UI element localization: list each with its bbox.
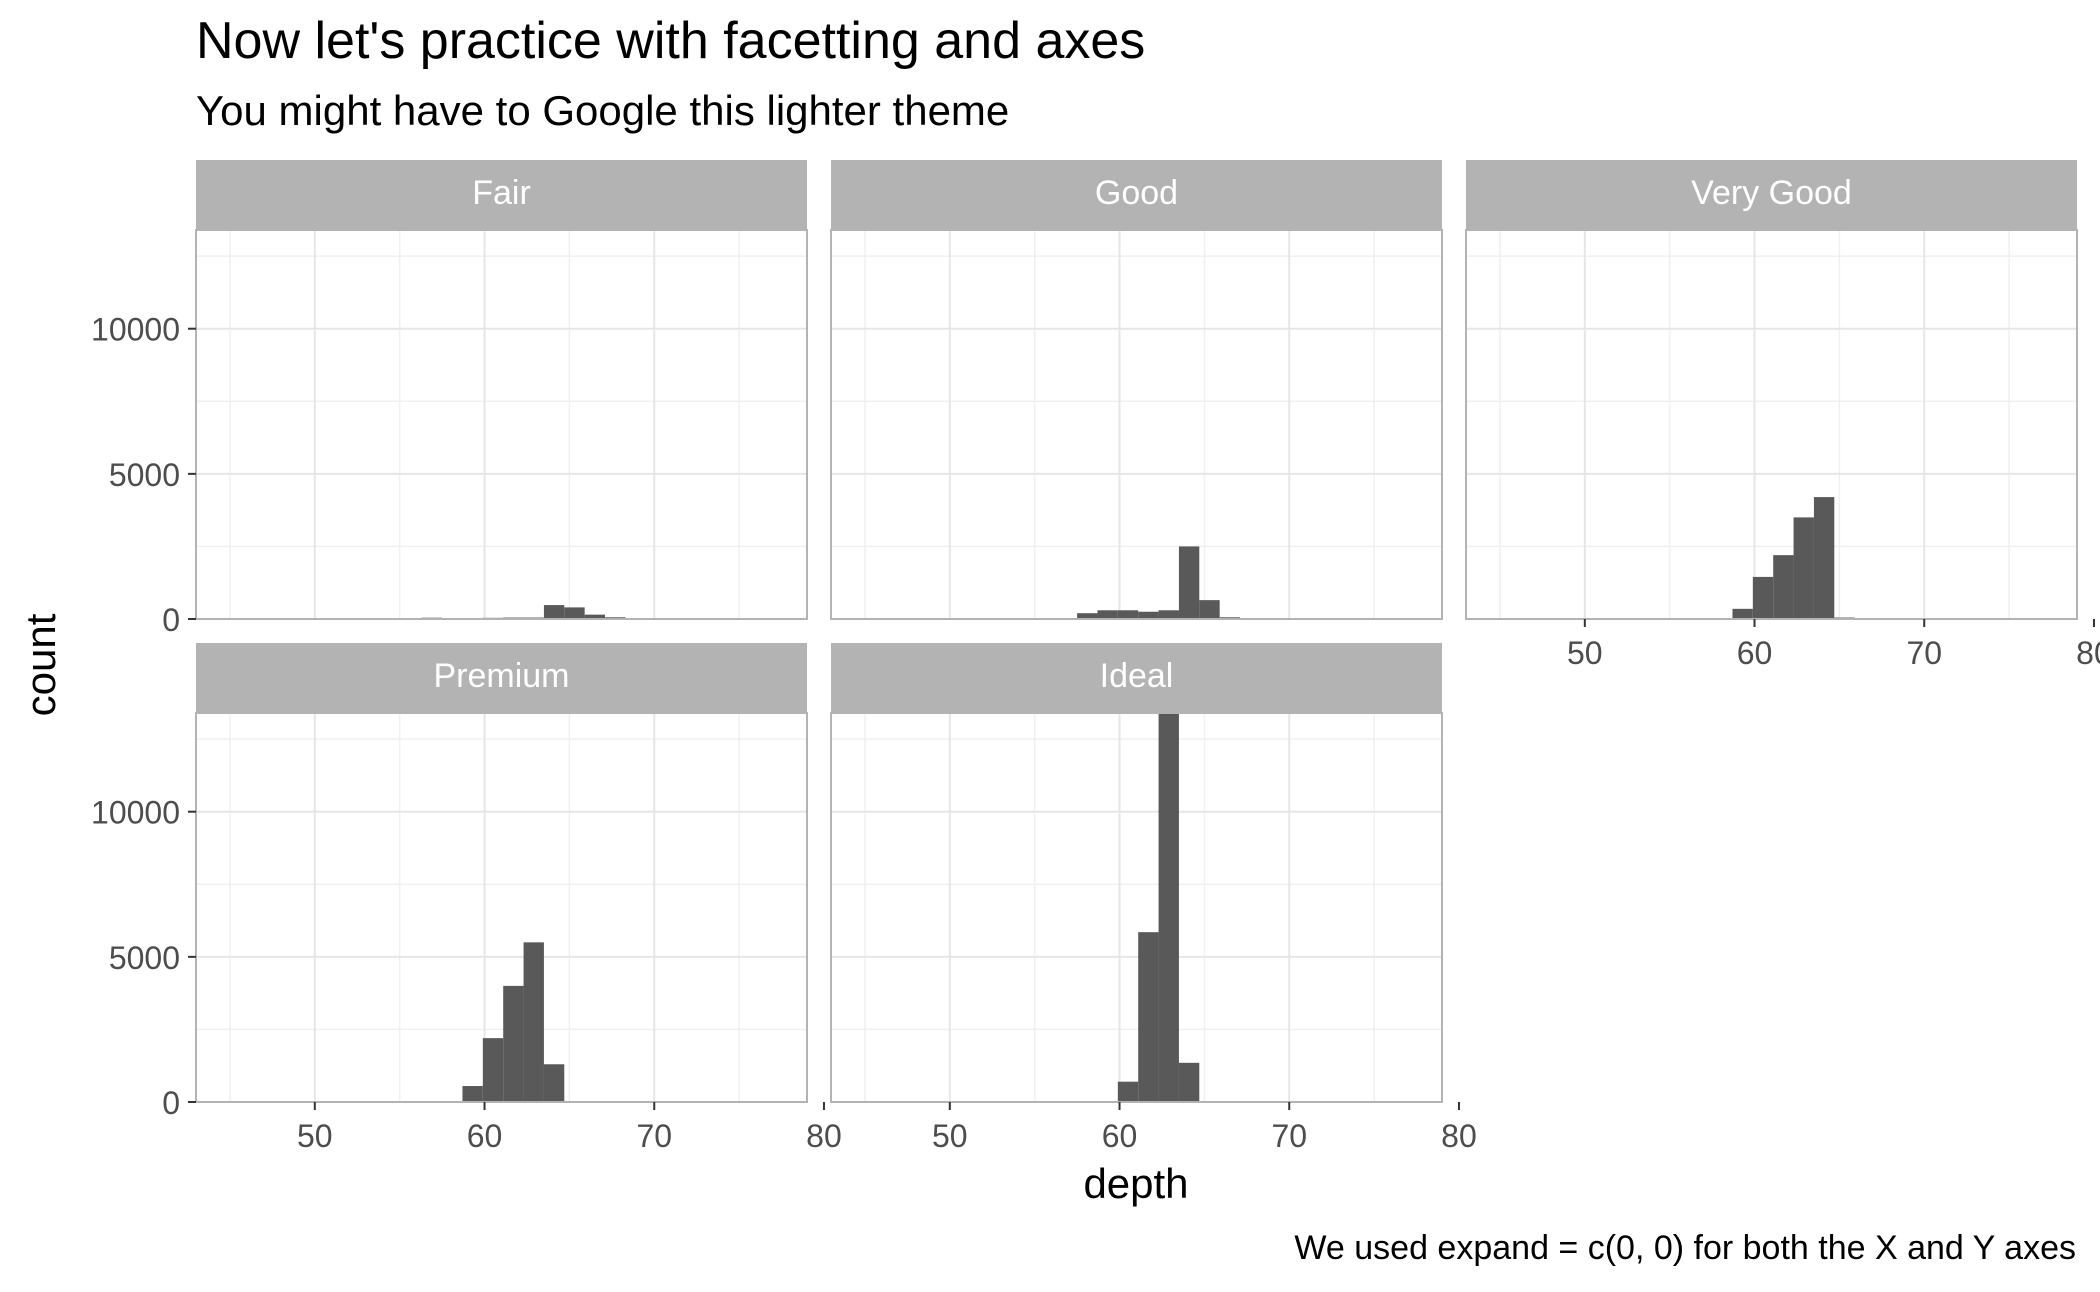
panel-border [830,712,1443,1103]
x-tick-label: 70 [1271,1118,1307,1154]
facet-strip [196,160,807,230]
chart-subtitle: You might have to Google this lighter th… [196,87,1009,134]
y-tick-label: 5000 [109,457,180,493]
histogram-bar [1813,497,1835,619]
x-tick-label: 60 [1102,1118,1138,1154]
x-tick-label: 50 [932,1118,968,1154]
facet-strip-label: Ideal [1100,657,1174,695]
histogram-bar [1097,610,1118,619]
histogram-bar [584,614,606,619]
y-tick-label: 0 [162,602,180,638]
x-tick-label: 50 [1567,635,1603,671]
histogram-bar [1793,517,1814,619]
facet-strip-label: Good [1095,174,1178,212]
histogram-bar [503,985,524,1102]
facet-strip-label: Fair [472,174,531,212]
histogram-bar [523,942,544,1102]
histogram-bar [482,1038,504,1102]
histogram-bar [564,607,585,619]
facet-strip [831,160,1442,230]
x-axis-title: depth [1083,1160,1188,1207]
histogram-bar [1732,608,1753,619]
panel-border [195,712,808,1103]
y-tick-label: 10000 [91,312,180,348]
facet-strip [1466,160,2077,230]
x-tick-label: 80 [806,1118,842,1154]
histogram-bar [1077,613,1098,619]
histogram-bar [1158,713,1179,1102]
panel-border [830,229,1443,620]
panel-border [1465,229,2078,620]
facet-panel-fair: Fair 0 5000 10000 [91,160,808,638]
facet-strip-label: Premium [433,657,569,695]
histogram-bar [1138,611,1159,619]
histogram-bar [1117,610,1139,619]
y-tick-label: 10000 [91,795,180,831]
histogram-bar [1752,576,1774,619]
facet-panel-very-good: Very Good 50 60 70 80 [1465,160,2100,671]
x-tick-label: 60 [467,1118,503,1154]
facet-panel-good: Good [830,160,1443,620]
chart-title: Now let's practice with facetting and ax… [196,12,1145,70]
histogram-bar [1117,1081,1139,1102]
y-tick-label: 0 [162,1085,180,1121]
x-tick-label: 60 [1737,635,1773,671]
histogram-bar [1138,932,1159,1102]
histogram-bar [1158,610,1179,619]
histogram-bar [543,1064,565,1102]
y-tick-label: 5000 [109,940,180,976]
histogram-bar [462,1086,483,1102]
facet-strip [196,643,807,713]
chart-caption: We used expand = c(0, 0) for both the X … [1294,1229,2076,1267]
x-tick-label: 80 [2076,635,2100,671]
panel-border [195,229,808,620]
histogram-bar [1178,1062,1200,1102]
x-tick-label: 50 [297,1118,333,1154]
x-tick-label: 70 [1906,635,1942,671]
histogram-bar [543,605,565,619]
facet-strip [831,643,1442,713]
histogram-bar [1199,600,1220,619]
histogram-bar [1773,555,1794,619]
x-tick-label: 70 [636,1118,672,1154]
histogram-bar [1178,546,1200,619]
facet-panel-premium: Premium 0 5000 10000 50 60 70 80 [91,643,842,1154]
x-tick-label: 80 [1441,1118,1477,1154]
y-axis-title: count [17,613,64,716]
facet-panel-ideal: Ideal 50 60 70 80 [830,643,1477,1154]
facet-strip-label: Very Good [1691,174,1852,212]
